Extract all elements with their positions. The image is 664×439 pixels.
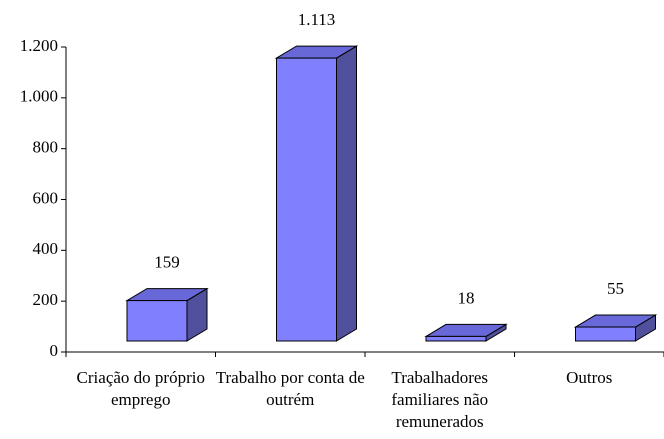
bar	[425, 335, 487, 342]
value-label: 1.113	[298, 10, 336, 29]
y-tick-label: 600	[33, 188, 59, 207]
value-label: 159	[154, 252, 180, 271]
bar	[575, 326, 636, 342]
x-tick-label: Outros	[566, 368, 613, 387]
value-label: 18	[458, 288, 475, 307]
x-tick-label: Criação do próprio emprego	[76, 368, 205, 409]
bar	[276, 57, 337, 342]
y-tick-label: 1.000	[20, 87, 58, 106]
y-tick-label: 200	[33, 290, 59, 309]
x-tick-label: Trabalho por conta de outrém	[215, 368, 365, 409]
y-tick-label: 0	[50, 341, 59, 360]
bar-side	[336, 45, 357, 342]
x-tick-label: Trabalhadores familiares não remunerados	[391, 368, 489, 431]
y-tick-label: 400	[33, 239, 59, 258]
bar	[126, 300, 188, 342]
y-tick-label: 800	[33, 138, 59, 157]
value-label: 55	[607, 279, 624, 298]
y-tick-label: 1.200	[20, 36, 58, 55]
